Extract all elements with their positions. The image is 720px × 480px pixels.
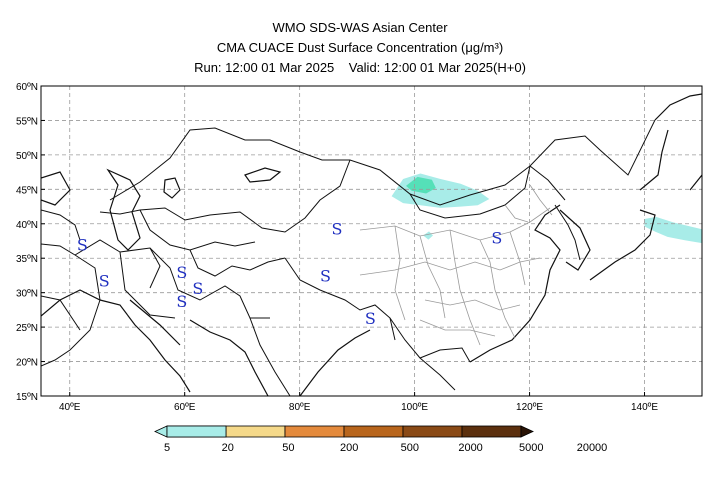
lon-tick-label: 60ºE <box>174 402 196 413</box>
colorbar-max-arrow <box>520 425 534 438</box>
lat-tick-label: 60ºN <box>16 82 38 93</box>
boundaries <box>41 93 702 396</box>
lat-tick-label: 45ºN <box>16 185 38 196</box>
lon-tick-label: 120ºE <box>516 402 543 413</box>
lat-tick-label: 30ºN <box>16 289 38 300</box>
grid-lines <box>41 86 702 396</box>
axis-ticks: 40ºE 60ºE 80ºE 100ºE 120ºE 140ºE 60ºN 55ºN 50ºN 4… <box>16 82 658 413</box>
dust-area-2 <box>423 231 433 240</box>
dust-storm-marker: S <box>332 220 343 239</box>
lat-tick-label: 15ºN <box>16 392 38 403</box>
colorbar-segment <box>461 425 522 438</box>
lon-tick-label: 100ºE <box>401 402 428 413</box>
colorbar-label: 20 <box>222 442 234 454</box>
colorbar: 5 20 50 200 500 2000 5000 20000 <box>154 425 608 454</box>
lat-tick-label: 55ºN <box>16 116 38 127</box>
dust-storm-marker: S <box>491 229 502 248</box>
dust-storm-marker: S <box>77 235 88 254</box>
title-line-1: WMO SDS-WAS Asian Center <box>272 20 448 35</box>
colorbar-segment <box>225 425 286 438</box>
country-borders <box>41 119 656 396</box>
dust-storm-marker: S <box>176 292 187 311</box>
coastlines <box>41 93 702 396</box>
dust-storm-marker: S <box>365 309 376 328</box>
colorbar-label: 200 <box>340 442 358 454</box>
colorbar-label: 20000 <box>577 442 608 454</box>
dust-storm-marker: S <box>192 279 203 298</box>
map-frame <box>40 85 703 397</box>
colorbar-min-arrow <box>154 425 168 438</box>
colorbar-label: 5000 <box>519 442 543 454</box>
chart-titles: WMO SDS-WAS Asian Center CMA CUACE Dust … <box>0 18 720 78</box>
lon-tick-label: 40ºE <box>59 402 81 413</box>
colorbar-segment <box>402 425 463 438</box>
dust-storm-marker: S <box>99 271 110 290</box>
colorbar-label: 2000 <box>458 442 482 454</box>
colorbar-label: 5 <box>164 442 170 454</box>
colorbar-segment <box>284 425 345 438</box>
dust-storm-marker: S <box>320 266 331 285</box>
lat-tick-label: 50ºN <box>16 151 38 162</box>
dust-storm-marker: S <box>176 263 187 282</box>
province-borders <box>359 184 553 346</box>
lon-tick-label: 80ºE <box>289 402 311 413</box>
lat-tick-label: 40ºN <box>16 220 38 231</box>
lat-tick-label: 35ºN <box>16 254 38 265</box>
title-line-2: CMA CUACE Dust Surface Concentration (μg… <box>216 40 504 55</box>
lon-tick-label: 140ºE <box>631 402 658 413</box>
colorbar-label: 50 <box>282 442 294 454</box>
title-line-3: Run: 12:00 01 Mar 2025 Valid: 12:00 01 M… <box>194 60 526 75</box>
lat-tick-label: 25ºN <box>16 323 38 334</box>
colorbar-label: 500 <box>401 442 419 454</box>
colorbar-segment <box>343 425 404 438</box>
lat-tick-label: 20ºN <box>16 358 38 369</box>
map-background <box>41 86 702 396</box>
colorbar-segment <box>166 425 227 438</box>
